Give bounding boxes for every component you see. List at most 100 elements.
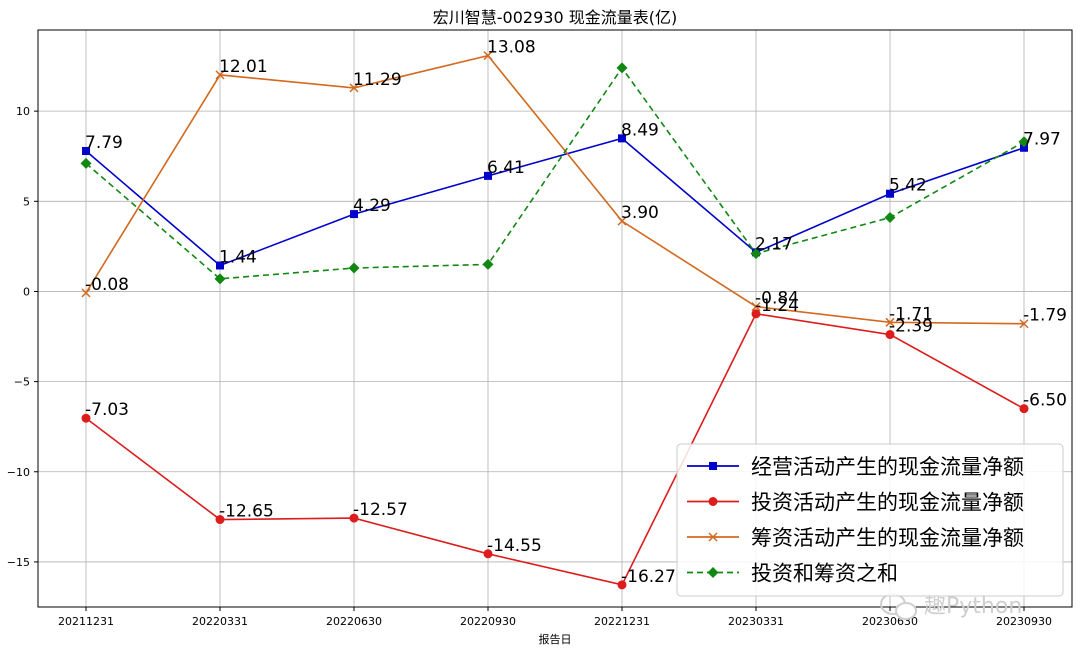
data-point-square (886, 189, 894, 198)
data-point-diamond (80, 157, 92, 169)
data-label: -16.27 (621, 567, 676, 587)
data-label: -12.65 (219, 502, 274, 522)
series-line (85, 54, 1025, 325)
data-point-circle (81, 413, 91, 423)
data-point-square (618, 134, 626, 143)
data-point-circle (349, 513, 359, 523)
data-point-x (751, 302, 761, 312)
data-point-circle (751, 309, 761, 319)
data-label: -14.55 (487, 536, 542, 556)
chart-title: 宏川智慧-002930 现金流量表(亿) (433, 8, 677, 27)
data-point-diamond (616, 62, 628, 74)
data-point-square (82, 146, 90, 155)
data-label: 6.41 (487, 158, 525, 178)
data-point-square (216, 261, 224, 270)
data-label: 4.29 (353, 196, 391, 216)
watermark-text: 趣Python (924, 594, 1022, 619)
data-point-square (1020, 143, 1028, 152)
data-point-square (350, 210, 358, 219)
series-lines (80, 51, 1030, 590)
data-point-circle (885, 330, 895, 340)
legend-item: 筹资活动产生的现金流量净额 (687, 526, 1024, 550)
series-2 (81, 309, 1029, 590)
data-point-circle (483, 549, 493, 559)
data-point-x (81, 288, 91, 298)
data-point-diamond (348, 262, 360, 274)
data-point-x (215, 70, 225, 80)
data-point-square (709, 462, 717, 470)
data-point-circle (617, 580, 627, 590)
data-point-diamond (750, 248, 762, 260)
data-label: -6.50 (1023, 391, 1067, 411)
data-point-x (349, 83, 359, 93)
wechat-icon (880, 593, 917, 620)
y-tick-label: 10 (16, 105, 30, 118)
data-point-x (617, 216, 627, 226)
data-label: -2.39 (889, 317, 933, 337)
series-line (85, 66, 1025, 280)
data-point-x (1019, 319, 1029, 329)
data-label: 2.17 (755, 234, 793, 254)
data-label: 8.49 (621, 120, 659, 140)
series-4 (80, 62, 1030, 285)
y-tick-label: −15 (7, 556, 30, 569)
legend-item: 投资活动产生的现金流量净额 (687, 491, 1024, 515)
data-label: -0.84 (755, 289, 799, 309)
legend-label: 投资活动产生的现金流量净额 (751, 491, 1024, 515)
data-label: 1.44 (219, 247, 257, 267)
data-point-circle (1019, 404, 1029, 414)
x-tick-label: 20220930 (460, 615, 516, 628)
y-tick-label: −5 (14, 376, 30, 389)
legend: 经营活动产生的现金流量净额投资活动产生的现金流量净额筹资活动产生的现金流量净额投… (676, 443, 1064, 597)
data-point-x (885, 317, 895, 327)
data-label: -12.57 (353, 500, 408, 520)
data-point-circle (708, 497, 718, 506)
data-point-circle (215, 515, 225, 525)
data-labels: 7.79 1.44 4.29 6.41 8.49 2.17 5.42 7.97 -7.03 -12… (85, 38, 1067, 587)
plot-frame (37, 29, 1073, 608)
data-point-diamond (214, 273, 226, 285)
legend-item: 投资和筹资之和 (687, 562, 898, 586)
x-tick-label: 20220331 (192, 615, 248, 628)
y-tick-label: −10 (7, 466, 30, 479)
data-label: 11.29 (353, 70, 402, 90)
series-line (85, 312, 1025, 586)
data-point-diamond (884, 212, 896, 224)
legend-label: 筹资活动产生的现金流量净额 (751, 526, 1024, 550)
data-label: 5.42 (889, 176, 927, 196)
data-label: -1.24 (755, 296, 799, 316)
data-label: 12.01 (219, 57, 268, 77)
data-point-diamond (1018, 136, 1030, 148)
data-point-diamond (482, 258, 494, 270)
data-label: 7.97 (1023, 130, 1061, 150)
data-point-square (484, 171, 492, 180)
data-point-x (483, 51, 493, 61)
x-tick-label: 20211231 (58, 615, 114, 628)
x-tick-label: 20230331 (728, 615, 784, 628)
series-line (85, 137, 1025, 267)
data-label: 7.79 (85, 133, 123, 153)
y-tick-label: 5 (23, 195, 30, 208)
data-label: -1.71 (889, 304, 933, 324)
x-tick-label: 20221231 (594, 615, 650, 628)
axis-ticks: 20211231 20220331 20220630 20220930 20221231… (7, 105, 1052, 628)
data-label: 13.08 (487, 38, 536, 58)
x-tick-label: 20230930 (996, 615, 1052, 628)
data-label: -0.08 (85, 275, 129, 295)
data-label: -1.79 (1023, 306, 1067, 326)
legend-label: 经营活动产生的现金流量净额 (751, 455, 1024, 479)
data-point-x (708, 532, 718, 542)
legend-item: 经营活动产生的现金流量净额 (687, 455, 1024, 479)
data-label: 3.90 (621, 203, 659, 223)
data-label: -7.03 (85, 400, 129, 420)
legend-box (676, 443, 1064, 597)
x-axis-label: 报告日 (539, 632, 572, 646)
series-3 (81, 51, 1029, 329)
watermark: 趣Python (880, 593, 1022, 620)
x-tick-label: 20220630 (326, 615, 382, 628)
y-tick-label: 0 (23, 285, 30, 298)
data-point-diamond (707, 567, 719, 578)
legend-label: 投资和筹资之和 (751, 562, 898, 586)
